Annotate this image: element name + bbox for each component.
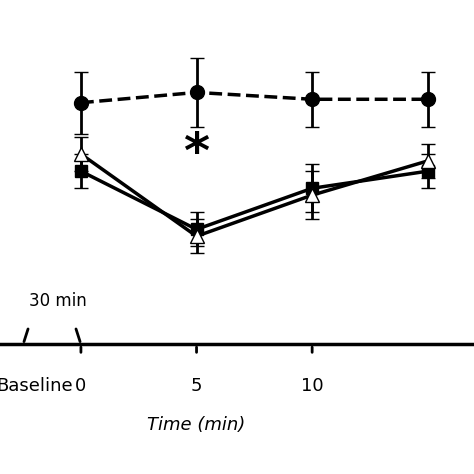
Text: Time (min): Time (min) — [147, 416, 246, 434]
Text: 30 min: 30 min — [29, 292, 87, 310]
Text: 10: 10 — [301, 377, 323, 395]
Text: Baseline: Baseline — [0, 377, 73, 395]
Text: 0: 0 — [75, 377, 87, 395]
Text: *: * — [183, 130, 210, 178]
Text: 5: 5 — [191, 377, 202, 395]
